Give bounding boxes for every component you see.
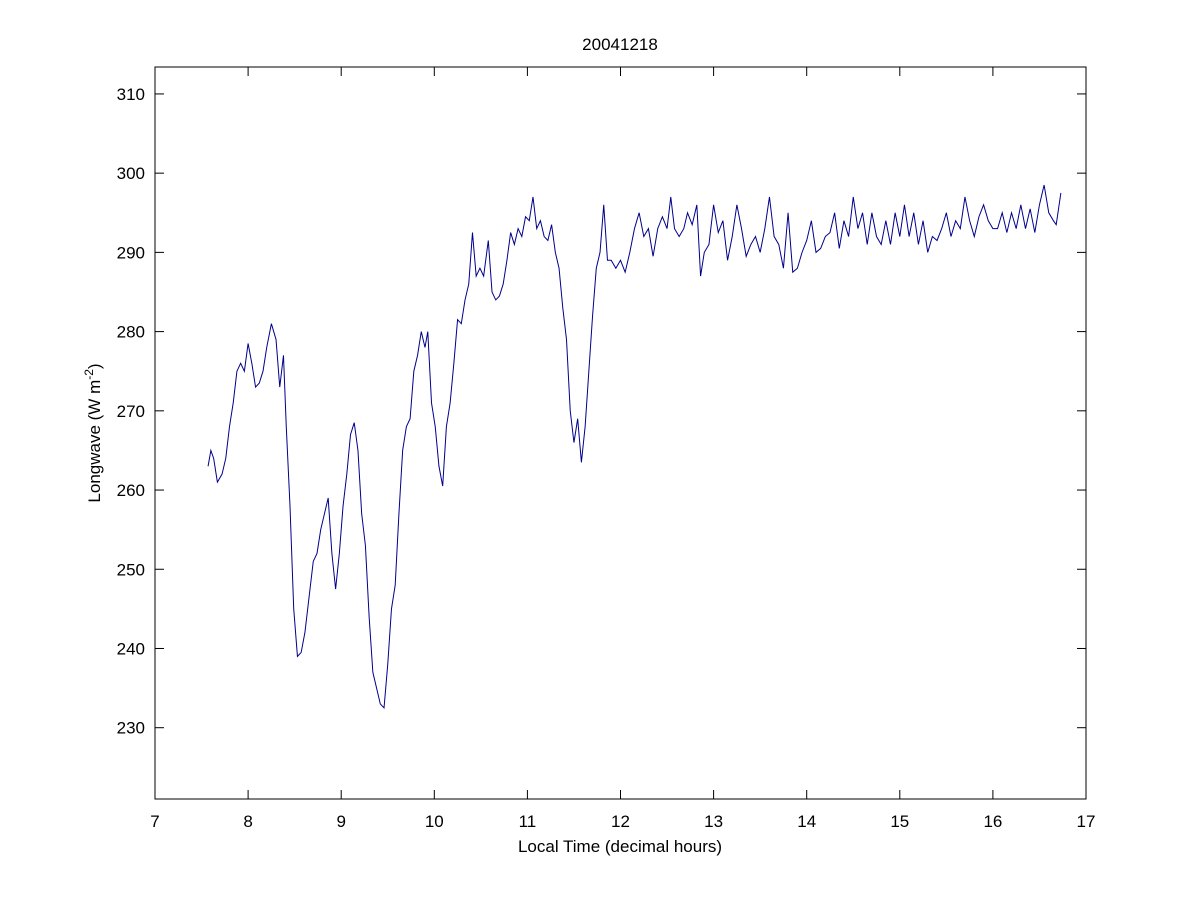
x-tick-label: 17 [1077, 812, 1096, 831]
y-axis-label-text: Longwave (W m [85, 380, 104, 503]
x-tick-label: 9 [336, 812, 345, 831]
x-tick-label: 13 [704, 812, 723, 831]
x-tick-label: 11 [519, 812, 537, 831]
y-tick-label: 280 [117, 323, 145, 342]
x-tick-label: 14 [797, 812, 816, 831]
x-axis-label: Local Time (decimal hours) [518, 837, 722, 856]
y-axis-label-superscript: -2 [82, 369, 96, 380]
x-tick-label: 7 [150, 812, 159, 831]
x-tick-label: 15 [890, 812, 909, 831]
y-tick-label: 290 [117, 243, 145, 262]
y-tick-label: 260 [117, 481, 145, 500]
y-axis-label-suffix: ) [85, 363, 104, 369]
x-tick-label: 10 [425, 812, 444, 831]
data-line [207, 184, 1062, 710]
y-tick-label: 300 [117, 164, 145, 183]
y-axis-label: Longwave (W m-2) [82, 363, 104, 502]
plot-area [207, 184, 1062, 710]
x-tick-label: 8 [243, 812, 252, 831]
x-tick-label: 16 [983, 812, 1002, 831]
y-tick-label: 230 [117, 719, 145, 738]
y-tick-label: 240 [117, 639, 145, 658]
y-tick-label: 270 [117, 402, 145, 421]
y-tick-label: 310 [117, 85, 145, 104]
chart-title: 20041218 [582, 35, 658, 54]
y-tick-label: 250 [117, 560, 145, 579]
x-tick-label: 12 [611, 812, 630, 831]
